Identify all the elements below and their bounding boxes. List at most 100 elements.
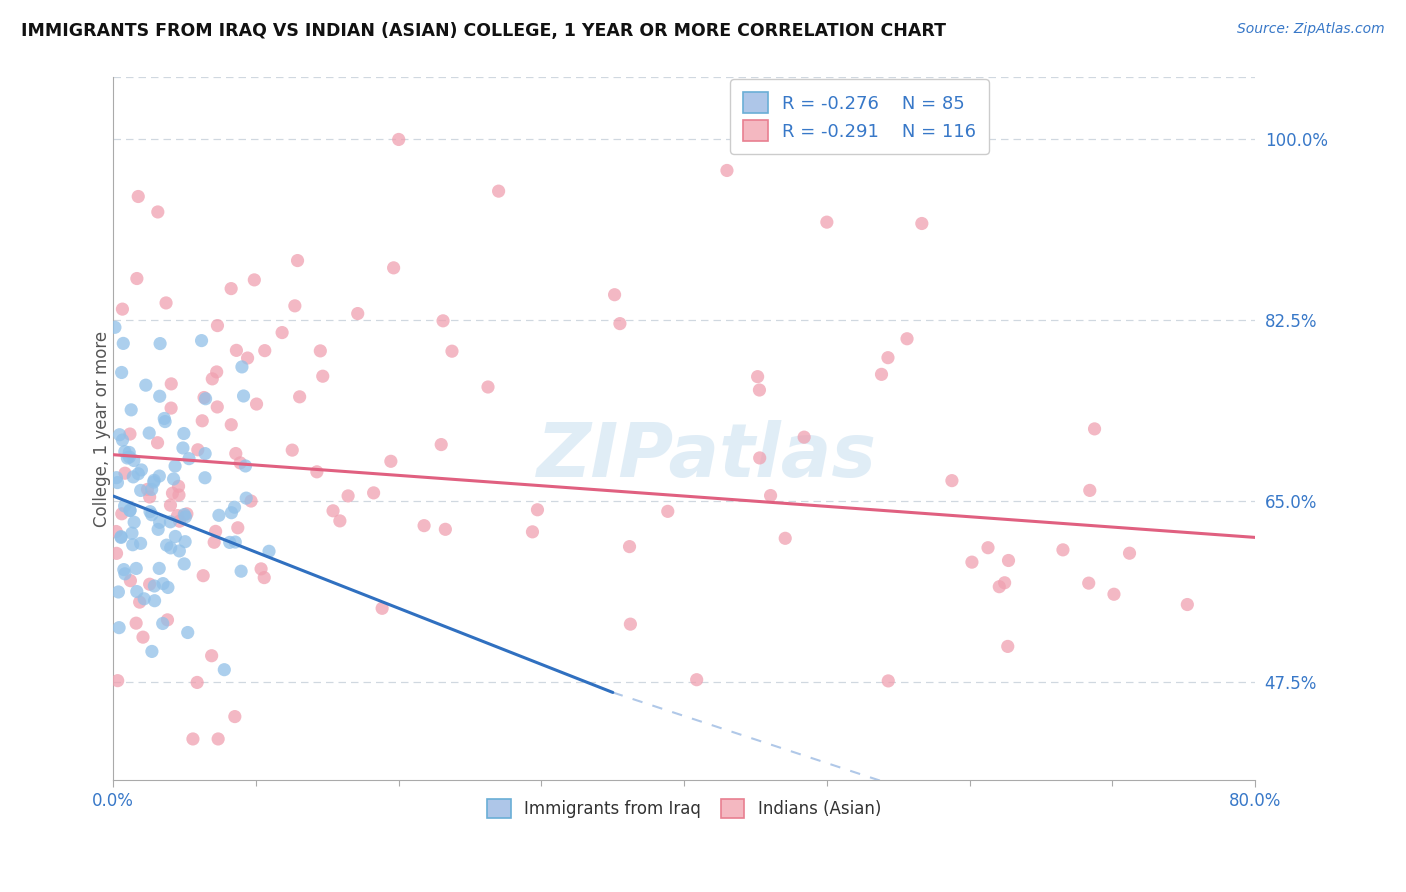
Point bbox=[125, 561, 148, 575]
Point bbox=[253, 343, 276, 358]
Point bbox=[793, 430, 815, 444]
Point bbox=[257, 544, 280, 558]
Point bbox=[152, 576, 174, 591]
Point bbox=[141, 644, 163, 658]
Y-axis label: College, 1 year or more: College, 1 year or more bbox=[93, 331, 111, 527]
Point bbox=[169, 514, 191, 528]
Point bbox=[112, 336, 135, 351]
Point bbox=[941, 474, 963, 488]
Point bbox=[165, 459, 187, 474]
Point bbox=[135, 378, 157, 392]
Point bbox=[114, 444, 136, 458]
Point bbox=[229, 456, 252, 470]
Point bbox=[138, 490, 160, 504]
Point bbox=[122, 453, 145, 467]
Point bbox=[911, 217, 934, 231]
Point bbox=[657, 504, 679, 518]
Legend: Immigrants from Iraq, Indians (Asian): Immigrants from Iraq, Indians (Asian) bbox=[481, 792, 887, 825]
Point bbox=[167, 479, 190, 493]
Point bbox=[162, 472, 184, 486]
Point bbox=[309, 343, 332, 358]
Point bbox=[173, 508, 195, 522]
Point bbox=[877, 351, 900, 365]
Point bbox=[224, 709, 246, 723]
Point bbox=[1077, 576, 1099, 591]
Point bbox=[225, 446, 247, 460]
Point bbox=[105, 471, 128, 485]
Point bbox=[190, 334, 212, 348]
Point bbox=[172, 441, 194, 455]
Point bbox=[225, 343, 247, 358]
Point bbox=[118, 503, 141, 517]
Point bbox=[174, 509, 197, 524]
Point bbox=[111, 366, 134, 380]
Point bbox=[160, 401, 183, 416]
Point bbox=[235, 458, 257, 473]
Point bbox=[253, 571, 276, 585]
Point bbox=[149, 336, 172, 351]
Point bbox=[281, 443, 304, 458]
Point bbox=[121, 526, 143, 541]
Point bbox=[207, 318, 229, 333]
Point bbox=[111, 507, 134, 521]
Point bbox=[167, 488, 190, 502]
Point bbox=[120, 503, 142, 517]
Point bbox=[773, 531, 796, 545]
Point bbox=[380, 454, 402, 468]
Point bbox=[870, 368, 893, 382]
Point bbox=[997, 553, 1019, 567]
Point bbox=[288, 390, 311, 404]
Point bbox=[138, 425, 160, 440]
Point bbox=[747, 369, 769, 384]
Point bbox=[141, 483, 163, 497]
Point bbox=[121, 538, 143, 552]
Point bbox=[997, 640, 1019, 654]
Point bbox=[134, 591, 156, 606]
Point bbox=[312, 369, 335, 384]
Point bbox=[207, 731, 229, 746]
Point bbox=[155, 296, 177, 310]
Point bbox=[686, 673, 709, 687]
Point bbox=[108, 427, 131, 442]
Point bbox=[194, 392, 217, 406]
Point bbox=[201, 648, 224, 663]
Point bbox=[1083, 422, 1105, 436]
Point bbox=[526, 502, 548, 516]
Point bbox=[382, 260, 405, 275]
Point bbox=[120, 402, 142, 417]
Point bbox=[388, 132, 411, 146]
Point bbox=[107, 475, 129, 490]
Point bbox=[125, 271, 148, 285]
Point bbox=[1175, 598, 1198, 612]
Point bbox=[371, 601, 394, 615]
Point bbox=[346, 307, 368, 321]
Point bbox=[104, 320, 127, 334]
Point bbox=[138, 577, 160, 591]
Point bbox=[977, 541, 1000, 555]
Point bbox=[759, 489, 782, 503]
Point bbox=[153, 415, 176, 429]
Point bbox=[187, 442, 209, 457]
Point bbox=[619, 617, 641, 632]
Point bbox=[1052, 542, 1074, 557]
Point bbox=[120, 574, 142, 588]
Point bbox=[143, 473, 166, 487]
Point bbox=[748, 450, 770, 465]
Point bbox=[125, 584, 148, 599]
Point bbox=[127, 467, 149, 481]
Point bbox=[609, 317, 631, 331]
Point bbox=[191, 414, 214, 428]
Point bbox=[245, 397, 267, 411]
Point bbox=[716, 163, 738, 178]
Point bbox=[118, 445, 141, 459]
Point bbox=[159, 515, 181, 529]
Point bbox=[193, 391, 215, 405]
Point bbox=[129, 536, 152, 550]
Point bbox=[413, 518, 436, 533]
Point bbox=[224, 535, 246, 549]
Text: Source: ZipAtlas.com: Source: ZipAtlas.com bbox=[1237, 22, 1385, 37]
Point bbox=[477, 380, 499, 394]
Point bbox=[148, 469, 170, 483]
Point bbox=[146, 435, 169, 450]
Point bbox=[988, 580, 1011, 594]
